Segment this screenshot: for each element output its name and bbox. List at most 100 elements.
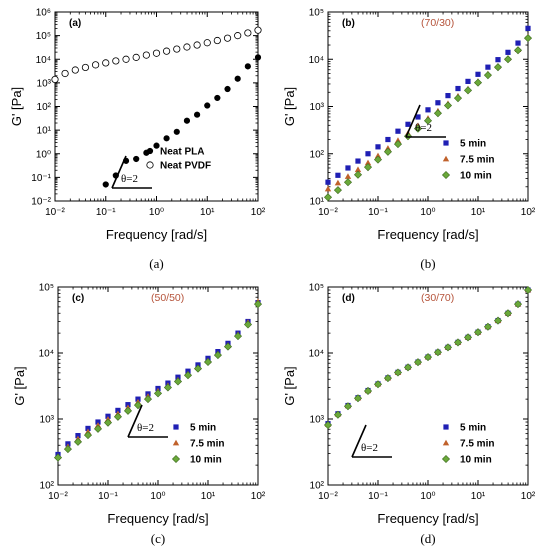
y-tick-label: 10⁴ — [309, 349, 324, 360]
data-point — [515, 40, 521, 46]
y-axis-title: G' [Pa] — [282, 87, 297, 126]
legend-label: Neat PVDF — [160, 161, 211, 172]
panel-caption: (c) — [151, 531, 165, 546]
data-point — [423, 116, 433, 125]
x-axis-title: Frequency [rad/s] — [377, 227, 478, 242]
data-point — [463, 86, 473, 95]
data-point — [505, 49, 511, 55]
panel-letter: (c) — [72, 293, 84, 304]
data-point — [324, 185, 332, 192]
data-point — [102, 59, 110, 67]
data-point — [525, 25, 531, 31]
data-point — [443, 343, 453, 352]
panel-letter: (d) — [342, 293, 355, 304]
panel-caption: (a) — [149, 256, 163, 271]
x-axis-title: Frequency [rad/s] — [106, 227, 207, 242]
slope-line — [127, 404, 143, 438]
data-point — [513, 46, 523, 55]
data-point — [343, 402, 353, 411]
data-point — [354, 166, 362, 173]
data-point — [103, 418, 113, 427]
data-point — [385, 136, 391, 143]
data-point — [153, 142, 160, 149]
data-point — [373, 380, 383, 389]
data-point — [133, 401, 143, 410]
data-point — [163, 383, 172, 392]
y-axis-title: G' [Pa] — [9, 87, 24, 126]
data-point — [383, 374, 392, 383]
data-point — [323, 193, 333, 202]
data-point — [364, 159, 372, 166]
data-point — [223, 342, 233, 351]
data-point — [83, 431, 93, 440]
data-point — [403, 363, 413, 372]
panel-letter: (a) — [69, 18, 81, 29]
x-tick-label: 10⁰ — [149, 207, 164, 218]
legend-marker — [172, 439, 180, 446]
data-point — [374, 152, 382, 159]
data-point — [163, 135, 170, 142]
data-point — [102, 181, 109, 188]
data-point — [405, 121, 411, 127]
legend-label: Neat PLA — [160, 147, 204, 158]
slope-annotation: θ=2 — [121, 173, 138, 185]
data-point — [463, 333, 473, 342]
data-point — [152, 49, 161, 57]
data-point — [413, 124, 423, 133]
y-tick-label: 10⁻² — [31, 197, 51, 208]
legend-marker — [443, 140, 449, 146]
panel-c: 10⁻² 10⁻¹ 10⁰ 10¹ 10² 10² 10³ 10⁴ 10⁵ Frequency [… — [0, 275, 270, 550]
data-point — [142, 51, 150, 59]
data-point — [493, 63, 503, 72]
data-point — [433, 109, 442, 118]
data-point — [173, 377, 183, 386]
data-point — [475, 71, 481, 77]
data-point — [214, 94, 221, 102]
data-point — [373, 155, 383, 164]
panel-caption: (b) — [420, 256, 435, 271]
data-point — [395, 128, 401, 134]
data-point — [132, 53, 140, 61]
data-point — [93, 424, 103, 433]
data-point — [173, 128, 180, 135]
data-point — [194, 111, 201, 118]
data-point — [323, 421, 333, 430]
data-point — [71, 66, 79, 74]
data-point — [85, 425, 91, 432]
data-point — [122, 55, 130, 63]
composition-label: (70/30) — [421, 17, 454, 29]
slope-line — [111, 155, 127, 189]
data-point — [345, 165, 351, 171]
legend-label: 10 min — [460, 455, 492, 466]
legend-label: 5 min — [460, 139, 486, 150]
chart-a: 10⁻² 10⁻¹ 10⁰ 10¹ 10² 10⁻² 10⁻¹ 10⁰ 10¹ 10² 10³ 10⁴… — [9, 8, 266, 272]
x-axis-title: Frequency [rad/s] — [107, 511, 208, 526]
data-point — [483, 71, 492, 80]
slope-annotation: θ=2 — [137, 422, 154, 434]
data-point — [254, 26, 262, 34]
data-point — [193, 41, 201, 49]
panel-b: 10⁻² 10⁻¹ 10⁰ 10¹ 10² 10¹ 10² 10³ 10⁴ 10⁵ Frequenc… — [270, 0, 540, 275]
y-tick-label: 10⁶ — [36, 8, 51, 19]
y-tick-label: 10² — [310, 149, 325, 160]
data-point — [243, 320, 253, 329]
x-tick-label: 10⁻² — [318, 491, 338, 502]
data-point — [523, 34, 533, 43]
panel-d: 10⁻² 10⁻¹ 10⁰ 10¹ 10² 10² 10³ 10⁴ 10⁵ Frequency [… — [270, 275, 540, 550]
data-point — [453, 94, 463, 103]
data-point — [473, 328, 483, 337]
data-point — [51, 75, 59, 84]
slope-annotation: θ=2 — [361, 442, 378, 454]
legend-marker — [173, 424, 179, 430]
data-point — [523, 285, 533, 295]
data-point — [123, 406, 133, 415]
legend-marker — [146, 161, 154, 169]
y-tick-label: 10¹ — [310, 197, 325, 208]
chart-c: 10⁻² 10⁻¹ 10⁰ 10¹ 10² 10² 10³ 10⁴ 10⁵ Frequency [… — [12, 283, 266, 547]
panel-a: 10⁻² 10⁻¹ 10⁰ 10¹ 10² 10⁻² 10⁻¹ 10⁰ 10¹ 10² 10³ 10⁴… — [0, 0, 270, 275]
y-tick-label: 10⁵ — [309, 283, 324, 294]
data-point — [423, 353, 433, 362]
x-tick-label: 10¹ — [200, 207, 215, 218]
data-point — [193, 364, 203, 373]
data-point — [213, 351, 222, 360]
